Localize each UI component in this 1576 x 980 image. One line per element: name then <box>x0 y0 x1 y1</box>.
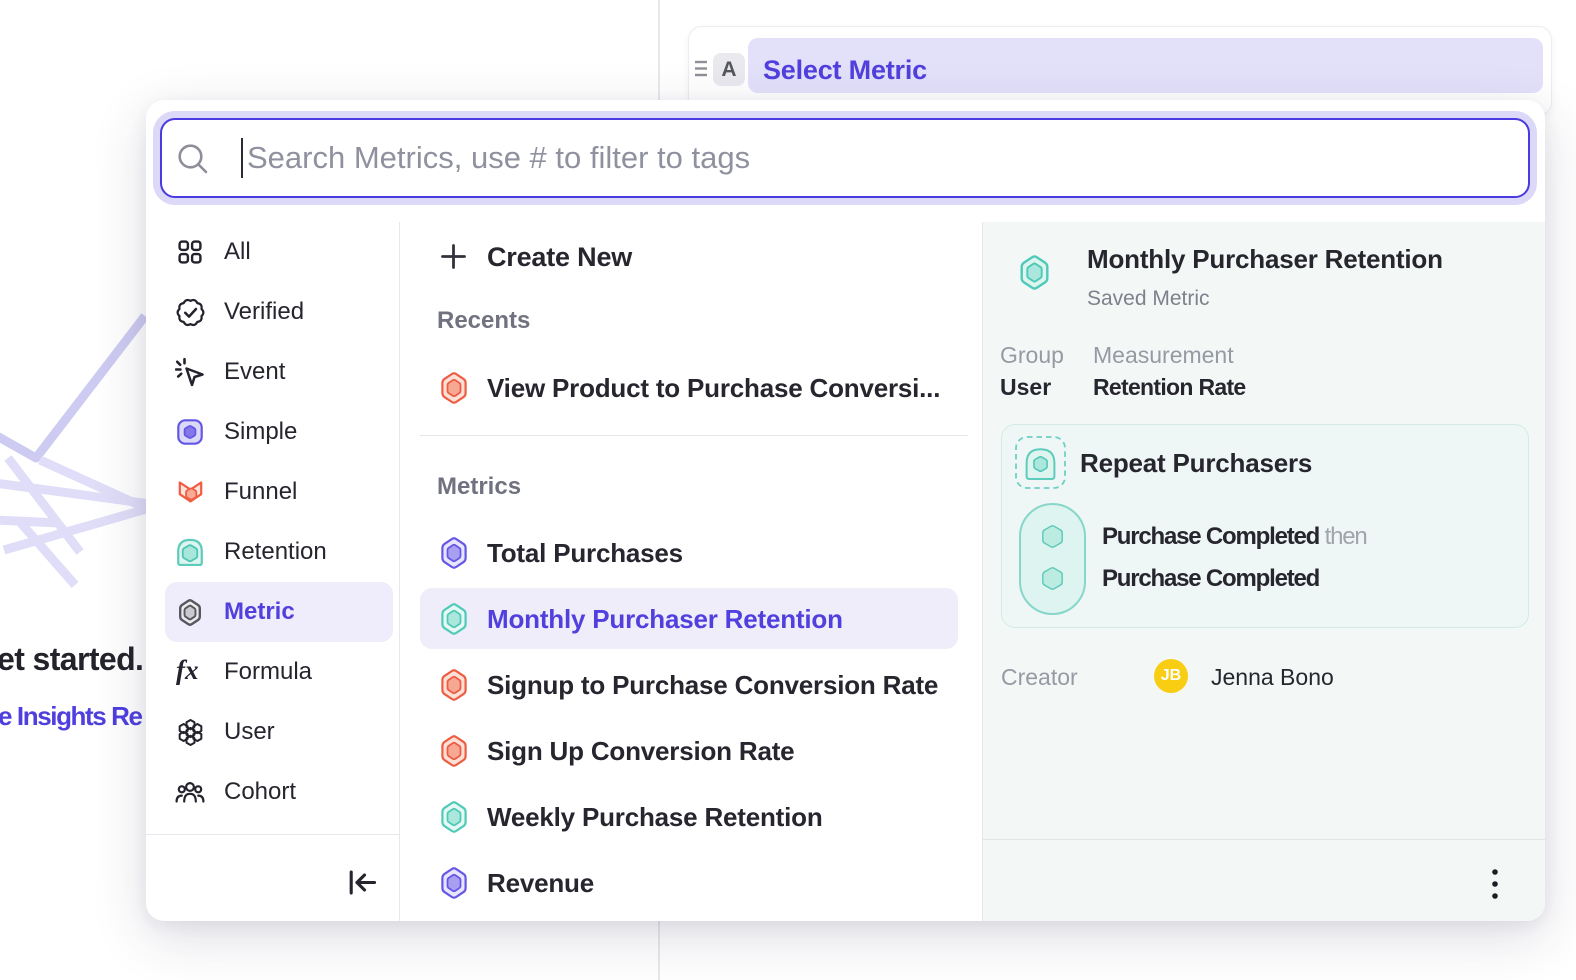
svg-text:fx: fx <box>176 658 199 685</box>
